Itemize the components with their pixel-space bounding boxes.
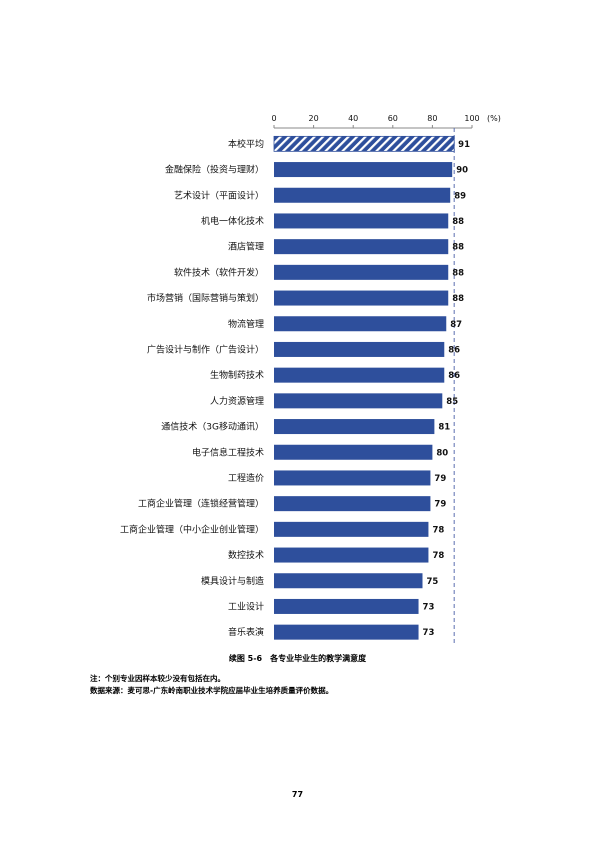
category-label: 模具设计与制造 [201, 575, 264, 587]
data-label: 91 [458, 140, 470, 150]
bar [274, 547, 429, 563]
x-tick-label: 100 [464, 114, 479, 123]
data-label: 88 [452, 268, 464, 278]
bar [274, 162, 453, 178]
category-label: 本校平均 [228, 138, 264, 150]
bar [274, 213, 449, 229]
bar [274, 624, 419, 640]
bar [274, 290, 449, 306]
data-label: 79 [434, 500, 446, 510]
data-label: 78 [432, 525, 444, 535]
bar [274, 598, 419, 614]
data-label: 87 [450, 320, 462, 330]
category-label: 通信技术（3G移动通讯） [161, 421, 264, 433]
bar [274, 393, 443, 409]
bar [274, 341, 445, 357]
data-label: 86 [448, 345, 460, 355]
data-label: 80 [436, 448, 448, 458]
bar [274, 367, 445, 383]
bar [274, 316, 447, 332]
category-label: 工商企业管理（中小企业创业管理） [120, 523, 264, 535]
bar [274, 187, 451, 203]
x-axis: 0 20 40 60 80 100 (%) [271, 114, 501, 129]
category-label: 数控技术 [228, 549, 264, 561]
x-tick-label: 60 [388, 114, 398, 123]
data-label: 79 [434, 474, 446, 484]
footnote: 注：个别专业因样本较少没有包括在内。 [90, 674, 225, 683]
data-label: 78 [432, 551, 444, 561]
x-tick-label: 40 [348, 114, 358, 123]
bars: 91 90 89 88 88 88 88 87 86 86 85 81 80 79 79 78 78 75 73 73 [273, 128, 470, 645]
category-label: 物流管理 [228, 318, 264, 330]
bar [274, 419, 435, 435]
bar [274, 239, 449, 255]
x-tick-label: 0 [271, 114, 276, 123]
data-label: 90 [456, 166, 468, 176]
category-label: 机电一体化技术 [201, 215, 264, 227]
category-label: 生物制药技术 [210, 369, 264, 381]
bar [274, 496, 431, 512]
x-axis-unit: (%) [487, 114, 501, 123]
category-label: 软件技术（软件开发） [174, 266, 264, 278]
category-label: 工程造价 [228, 472, 264, 484]
x-tick-label: 20 [309, 114, 319, 123]
figure-caption: 续图 5-6 各专业毕业生的教学满意度 [228, 654, 367, 663]
bar [274, 573, 423, 589]
average-bar [273, 135, 455, 152]
page-number: 77 [291, 790, 304, 799]
category-label: 人力资源管理 [210, 395, 264, 407]
data-label: 85 [446, 397, 458, 407]
bar-chart: 0 20 40 60 80 100 (%) 91 90 89 88 88 88 88 87 86 86 85 81… [120, 114, 501, 645]
category-label: 艺术设计（平面设计） [174, 189, 264, 201]
category-label: 广告设计与制作（广告设计） [147, 343, 264, 355]
data-label: 88 [452, 294, 464, 304]
category-label: 音乐表演 [228, 626, 264, 638]
data-label: 73 [423, 628, 435, 638]
data-label: 88 [452, 217, 464, 227]
data-label: 73 [423, 602, 435, 612]
data-label: 88 [452, 243, 464, 253]
category-label: 酒店管理 [228, 241, 264, 253]
data-label: 81 [438, 423, 450, 433]
category-label: 市场营销（国际营销与策划） [147, 292, 264, 304]
category-label: 电子信息工程技术 [192, 446, 264, 458]
data-label: 86 [448, 371, 460, 381]
x-tick-label: 80 [427, 114, 437, 123]
bar [274, 444, 433, 460]
category-label: 工业设计 [228, 600, 264, 612]
bar [274, 521, 429, 537]
category-label: 工商企业管理（连锁经营管理） [138, 498, 264, 510]
category-label: 金融保险（投资与理财） [165, 164, 264, 176]
data-source: 数据来源：麦可思-广东岭南职业技术学院应届毕业生培养质量评价数据。 [90, 686, 334, 695]
data-label: 89 [454, 191, 466, 201]
data-label: 75 [427, 577, 439, 587]
bar [274, 264, 449, 280]
bar [274, 470, 431, 486]
